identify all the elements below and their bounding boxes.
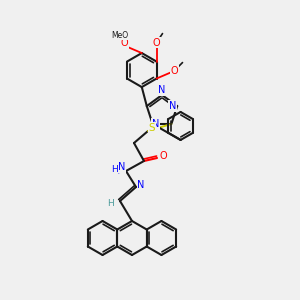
Text: MeO: MeO (111, 31, 128, 40)
Text: S: S (149, 123, 155, 133)
Text: H: H (111, 164, 117, 173)
Text: N: N (158, 85, 166, 95)
Text: N: N (152, 119, 159, 129)
Text: N: N (118, 162, 126, 172)
Text: O: O (153, 38, 160, 48)
Text: O: O (171, 66, 178, 76)
Text: O: O (121, 38, 129, 48)
Text: S: S (149, 123, 155, 133)
Text: O: O (159, 151, 167, 161)
Text: H: H (108, 200, 114, 208)
Text: N: N (169, 101, 176, 111)
Text: N: N (137, 180, 145, 190)
